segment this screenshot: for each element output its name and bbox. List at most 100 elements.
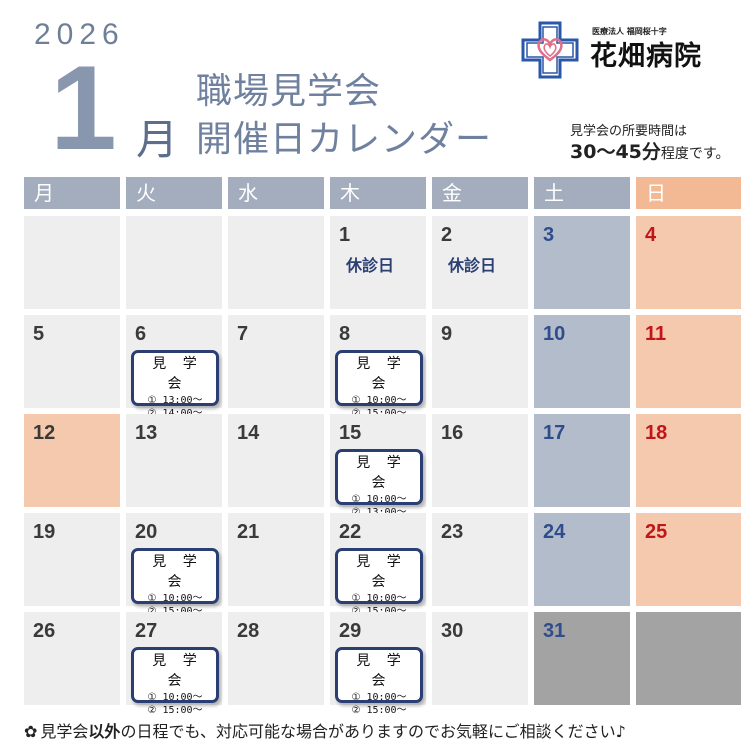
day-number: 9 (441, 323, 453, 345)
day-number: 13 (135, 422, 158, 444)
day-cell: 14 (228, 414, 324, 507)
month-label: 月 (136, 115, 179, 164)
weekday-header-6: 日 (636, 177, 741, 209)
day-cell: 10 (534, 315, 630, 408)
footer-emphasis: 以外 (88, 722, 121, 741)
tour-title: 見 学 会 (356, 554, 407, 590)
month-number: 1 (50, 41, 117, 175)
day-number: 16 (441, 422, 464, 444)
day-number: 7 (237, 323, 249, 345)
day-cell: 18 (636, 414, 741, 507)
day-number: 26 (33, 620, 56, 642)
tour-title: 見 学 会 (152, 356, 203, 392)
tour-title: 見 学 会 (152, 554, 203, 590)
day-number: 10 (543, 323, 566, 345)
day-cell: 27 見 学 会 ① 10:00〜 ② 15:00〜 (126, 612, 222, 716)
closed-label: 休診日 (346, 256, 395, 275)
day-cell: 24 (534, 513, 630, 606)
day-cell: 1 休診日 (330, 216, 426, 309)
day-cell: 29 見 学 会 ① 10:00〜 ② 15:00〜 (330, 612, 426, 716)
tour-time-slot: ② 15:00〜 (338, 407, 420, 420)
page-title: 職場見学会 (196, 71, 382, 112)
day-cell: 12 (24, 414, 120, 507)
day-cell: 26 (24, 612, 120, 705)
day-number: 31 (543, 620, 566, 642)
tour-time-slot: ② 15:00〜 (134, 605, 216, 618)
day-cell: 30 (432, 612, 528, 705)
day-cell: 20 見 学 会 ① 10:00〜② 15:00〜 (126, 513, 222, 617)
weekday-header-4: 金 (432, 177, 528, 209)
duration-suffix: 程度です。 (660, 146, 730, 162)
tour-badge: 見 学 会 ① 13:00〜② 14:00〜 (131, 350, 219, 419)
day-cell: 6見 学 会 ① 13:00〜② 14:00〜 (126, 315, 222, 419)
day-cell: 9 (432, 315, 528, 408)
tour-title: 見 学 会 (356, 356, 407, 392)
day-number: 18 (645, 422, 668, 444)
tour-title: 見 学 会 (152, 653, 203, 689)
weekday-header-3: 木 (330, 177, 426, 209)
tour-time-slot: ① 10:00〜 (147, 692, 203, 703)
tour-time-slot: ② 15:00〜 (147, 705, 203, 716)
day-number: 23 (441, 521, 464, 543)
day-number: 17 (543, 422, 566, 444)
logo-organization: 医療法人 福岡桜十字 (592, 27, 667, 36)
hospital-logo: 医療法人 福岡桜十字 花畑病院 (520, 18, 740, 84)
day-cell: 21 (228, 513, 324, 606)
tour-time-slot: ① 10:00〜 (351, 692, 407, 703)
footer-text-1: 見学会 (40, 722, 89, 741)
day-number: 12 (33, 422, 56, 444)
day-cell: 3 (534, 216, 630, 309)
tour-time-slot: ② 15:00〜 (351, 705, 407, 716)
day-cell: 28 (228, 612, 324, 705)
duration-line2: 30〜45分程度です。 (570, 142, 730, 164)
day-cell: 19 (24, 513, 120, 606)
tour-badge: 見 学 会 ① 10:00〜② 15:00〜 (335, 548, 423, 617)
day-cell (636, 612, 741, 705)
day-cell (228, 216, 324, 309)
weekday-header: 月火水木金土日 (24, 177, 741, 209)
day-number: 19 (33, 521, 56, 543)
footer-note: ✿ 見学会以外の日程でも、対応可能な場合がありますのでお気軽にご相談ください♪ (24, 720, 626, 744)
tour-badge: 見 学 会 ① 10:00〜 ② 15:00〜 (335, 647, 423, 716)
tour-time-slot: ② 13:00〜 (338, 506, 420, 519)
day-cell: 31 (534, 612, 630, 705)
year: 2026 (34, 18, 125, 51)
day-cell: 16 (432, 414, 528, 507)
tour-badge: 見 学 会 ① 10:00〜② 13:00〜 (335, 449, 423, 518)
day-number: 1 (339, 224, 351, 246)
tour-time-slot: ② 15:00〜 (338, 605, 420, 618)
weekday-header-0: 月 (24, 177, 120, 209)
logo-hospital-name: 花畑病院 (590, 41, 702, 72)
day-number: 3 (543, 224, 555, 246)
day-number: 15 (339, 422, 362, 444)
day-number: 22 (339, 521, 362, 543)
day-cell: 13 (126, 414, 222, 507)
day-cell: 7 (228, 315, 324, 408)
tour-time-slot: ② 14:00〜 (134, 407, 216, 420)
day-number: 14 (237, 422, 260, 444)
weekday-header-1: 火 (126, 177, 222, 209)
day-number: 5 (33, 323, 45, 345)
day-cell: 8見 学 会 ① 10:00〜② 15:00〜 (330, 315, 426, 419)
tour-title: 見 学 会 (356, 653, 407, 689)
day-number: 20 (135, 521, 158, 543)
cross-heart-icon (521, 21, 579, 79)
tour-time-slot: ① 10:00〜 (351, 395, 407, 406)
tour-time-slot: ① 10:00〜 (351, 593, 407, 604)
tour-badge: 見 学 会 ① 10:00〜 ② 15:00〜 (131, 647, 219, 716)
closed-label: 休診日 (448, 256, 497, 275)
day-cell: 5 (24, 315, 120, 408)
weekday-header-2: 水 (228, 177, 324, 209)
day-number: 30 (441, 620, 464, 642)
day-number: 4 (645, 224, 657, 246)
footer-text-2: の日程でも、対応可能な場合がありますのでお気軽にご相談ください♪ (120, 722, 626, 741)
day-cell: 22 見 学 会 ① 10:00〜② 15:00〜 (330, 513, 426, 617)
day-cell: 23 (432, 513, 528, 606)
flower-icon: ✿ (24, 722, 38, 741)
tour-badge: 見 学 会① 10:00〜② 15:00〜 (131, 548, 219, 617)
tour-time-slot: ① 13:00〜 (147, 395, 203, 406)
duration-note: 見学会の所要時間は 30〜45分程度です。 (570, 122, 730, 164)
day-number: 27 (135, 620, 158, 642)
day-number: 2 (441, 224, 453, 246)
